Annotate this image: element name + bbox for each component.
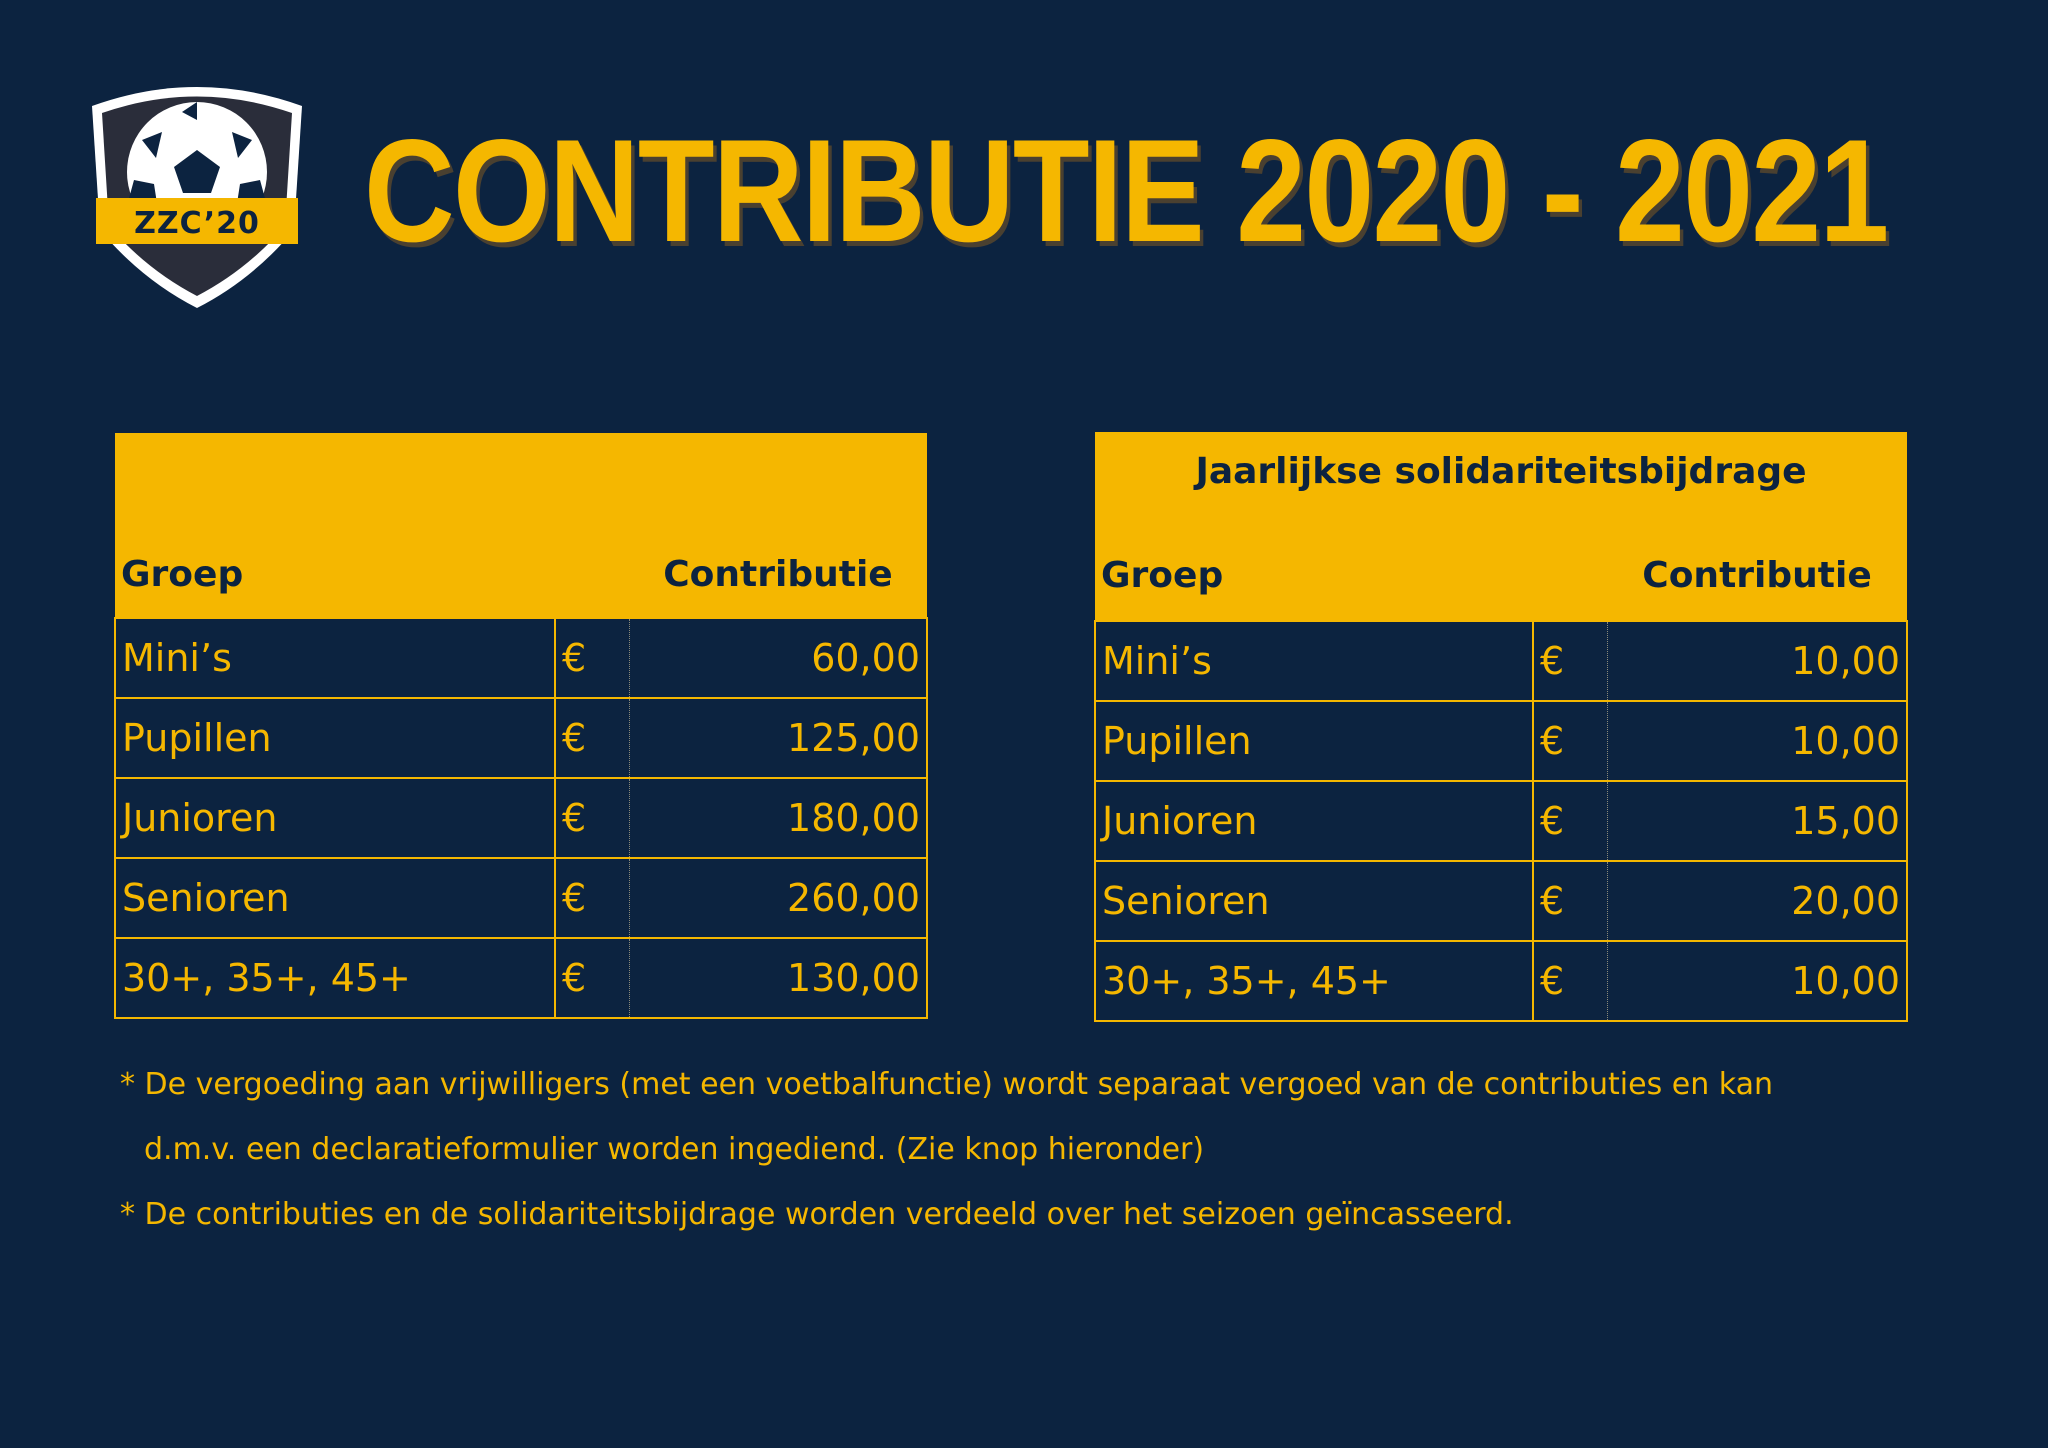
table-header-row: Groep Contributie [1095,510,1908,621]
row-group: Junioren [1094,780,1534,862]
header-group: Groep [1095,510,1533,621]
row-amount: 130,00 [629,937,928,1019]
row-amount: 10,00 [1607,940,1909,1022]
row-amount: 20,00 [1607,860,1909,942]
table-row: Pupillen € 10,00 [1094,700,1909,782]
contributie-table: Groep Contributie Mini’s € 60,00 Pupille… [114,433,928,1019]
row-group: Pupillen [1094,700,1534,782]
row-amount: 125,00 [629,697,928,779]
table-super-header-row: Jaarlijkse solidariteitsbijdrage [1095,432,1908,510]
table-row: Junioren € 15,00 [1094,780,1909,862]
solidariteitsbijdrage-table: Jaarlijkse solidariteitsbijdrage Groep C… [1094,432,1909,1022]
table-row: Junioren € 180,00 [114,777,928,859]
footnote-volunteers-continued: d.m.v. een declaratieformulier worden in… [144,1132,1205,1167]
table-row: Senioren € 260,00 [114,857,928,939]
row-currency: € [554,937,630,1019]
footnotes: * De vergoeding aan vrijwilligers (met e… [120,1052,1940,1247]
table-row: Mini’s € 10,00 [1094,620,1909,702]
row-amount: 260,00 [629,857,928,939]
header-amount: Contributie [629,433,927,618]
row-group: 30+, 35+, 45+ [1094,940,1534,1022]
row-group: Pupillen [114,697,556,779]
row-currency: € [1532,700,1608,782]
header-currency-spacer [555,433,629,618]
row-group: Mini’s [1094,620,1534,702]
row-currency: € [1532,940,1608,1022]
row-amount: 60,00 [629,617,928,699]
row-group: Mini’s [114,617,556,699]
row-amount: 10,00 [1607,620,1909,702]
soccer-ball-shield-icon [92,87,302,308]
row-amount: 180,00 [629,777,928,859]
page-title: CONTRIBUTIE 2020 - 2021 [364,109,1889,272]
header-group: Groep [115,433,555,618]
row-amount: 10,00 [1607,700,1909,782]
table-row: Senioren € 20,00 [1094,860,1909,942]
club-logo: ZZC’20 [82,80,312,312]
table-header-row: Groep Contributie [115,433,927,618]
row-currency: € [1532,620,1608,702]
row-group: 30+, 35+, 45+ [114,937,556,1019]
footnote-collection: * De contributies en de solidariteitsbij… [120,1197,1514,1232]
row-currency: € [554,777,630,859]
super-header: Jaarlijkse solidariteitsbijdrage [1095,432,1908,510]
row-group: Senioren [1094,860,1534,942]
header-amount: Contributie [1607,510,1908,621]
row-currency: € [1532,780,1608,862]
row-currency: € [554,697,630,779]
row-currency: € [1532,860,1608,942]
row-currency: € [554,617,630,699]
table-row: Pupillen € 125,00 [114,697,928,779]
row-amount: 15,00 [1607,780,1909,862]
row-currency: € [554,857,630,939]
table-row: 30+, 35+, 45+ € 130,00 [114,937,928,1019]
header-currency-spacer [1533,510,1607,621]
table-row: 30+, 35+, 45+ € 10,00 [1094,940,1909,1022]
logo-text: ZZC’20 [134,206,260,241]
row-group: Junioren [114,777,556,859]
footnote-volunteers: * De vergoeding aan vrijwilligers (met e… [120,1067,1773,1102]
table-row: Mini’s € 60,00 [114,617,928,699]
row-group: Senioren [114,857,556,939]
